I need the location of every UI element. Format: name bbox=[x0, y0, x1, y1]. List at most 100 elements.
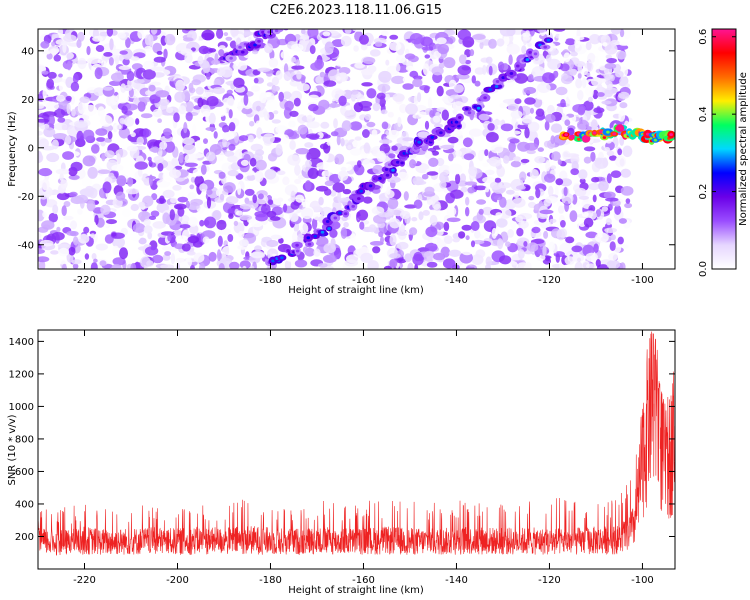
heatmap-cell bbox=[322, 31, 331, 37]
heatmap-cell bbox=[77, 57, 87, 70]
heatmap-cell bbox=[77, 102, 86, 114]
heatmap-cell bbox=[87, 166, 98, 179]
heatmap-cell bbox=[311, 217, 318, 230]
heatmap-cell bbox=[574, 187, 587, 197]
heatmap-cell bbox=[42, 88, 47, 99]
heatmap-cell bbox=[494, 177, 502, 183]
heatmap-feature-core bbox=[284, 18, 288, 21]
heatmap-cell bbox=[208, 48, 217, 53]
heatmap-cell bbox=[614, 204, 622, 215]
heatmap-cell bbox=[550, 165, 557, 170]
heatmap-cell bbox=[252, 100, 265, 112]
heatmap-cell bbox=[120, 83, 127, 93]
heatmap-cell bbox=[116, 175, 127, 187]
heatmap-cell bbox=[82, 129, 95, 141]
heatmap-cell bbox=[336, 76, 341, 82]
heatmap-cell bbox=[495, 212, 503, 218]
heatmap-cell bbox=[319, 71, 326, 78]
heatmap-cell bbox=[545, 256, 551, 262]
heatmap-cell bbox=[266, 239, 279, 248]
heatmap-feature-core bbox=[543, 45, 547, 49]
heatmap-cell bbox=[388, 129, 400, 138]
heatmap-cell bbox=[243, 93, 249, 106]
heatmap-cell bbox=[53, 133, 68, 140]
heatmap-cell bbox=[275, 144, 283, 156]
heatmap-cell bbox=[262, 133, 275, 144]
heatmap-cell bbox=[521, 115, 533, 124]
heatmap-cell bbox=[381, 30, 389, 36]
heatmap-cell bbox=[83, 226, 90, 234]
heatmap-cell bbox=[625, 198, 631, 204]
heatmap-feature-core bbox=[509, 72, 514, 75]
heatmap-cell bbox=[66, 103, 71, 115]
heatmap-cell bbox=[38, 256, 50, 263]
y-tick-label: 1200 bbox=[9, 369, 34, 380]
heatmap-cell bbox=[117, 32, 127, 39]
heatmap-cell bbox=[354, 136, 362, 141]
heatmap-feature-core bbox=[343, 212, 348, 216]
heatmap-cell bbox=[180, 127, 190, 140]
heatmap-cell bbox=[71, 108, 76, 117]
heatmap-feature-core bbox=[528, 50, 532, 54]
heatmap-cell bbox=[59, 173, 64, 181]
heatmap-cell bbox=[315, 75, 325, 85]
heatmap-cell bbox=[206, 196, 212, 209]
heatmap-cell bbox=[432, 200, 441, 210]
heatmap-cell bbox=[485, 264, 491, 269]
heatmap-feature-core bbox=[483, 96, 487, 100]
heatmap-cell bbox=[345, 105, 352, 111]
heatmap-cell bbox=[361, 82, 373, 87]
heatmap-cell bbox=[242, 265, 247, 269]
heatmap-cell bbox=[470, 240, 476, 248]
heatmap-cell bbox=[596, 92, 605, 97]
x-tick-label: -220 bbox=[73, 575, 96, 586]
heatmap-cell bbox=[563, 151, 569, 158]
heatmap-cell bbox=[363, 142, 371, 154]
heatmap-feature-core bbox=[307, 242, 312, 246]
heatmap-cell bbox=[417, 131, 430, 139]
heatmap-cell bbox=[46, 53, 53, 60]
heatmap-cell bbox=[606, 259, 621, 269]
heatmap-cell bbox=[512, 197, 526, 208]
heatmap-feature-core bbox=[494, 85, 499, 88]
heatmap-cell bbox=[550, 123, 563, 133]
heatmap-cell bbox=[55, 168, 70, 175]
heatmap-cell bbox=[93, 258, 98, 263]
heatmap-cell bbox=[524, 97, 536, 105]
heatmap-cell bbox=[72, 236, 79, 246]
heatmap-cell bbox=[465, 196, 470, 206]
heatmap-cell bbox=[349, 121, 363, 131]
heatmap-cell bbox=[591, 176, 600, 183]
heatmap-cell bbox=[446, 206, 457, 217]
heatmap-cell bbox=[343, 221, 349, 228]
heatmap-cell bbox=[178, 262, 189, 269]
heatmap-cell bbox=[616, 50, 627, 60]
heatmap-cell bbox=[250, 251, 265, 259]
heatmap-cell bbox=[199, 183, 208, 192]
heatmap-feature-core bbox=[465, 107, 469, 111]
heatmap-cell bbox=[514, 98, 522, 105]
heatmap-cell bbox=[381, 121, 389, 130]
heatmap-cell bbox=[464, 59, 471, 65]
heatmap-cell bbox=[468, 128, 483, 137]
heatmap-cell bbox=[617, 236, 624, 245]
heatmap-cell bbox=[61, 263, 67, 269]
heatmap-cell bbox=[369, 241, 384, 246]
heatmap-cell bbox=[387, 198, 399, 210]
heatmap-feature-cell bbox=[280, 18, 291, 26]
heatmap-cell bbox=[142, 128, 150, 138]
heatmap-cell bbox=[192, 124, 197, 136]
heatmap-cell bbox=[361, 68, 375, 76]
heatmap-cell bbox=[574, 37, 581, 49]
heatmap-cell bbox=[116, 153, 122, 165]
heatmap-cell bbox=[447, 136, 459, 144]
heatmap-feature-core bbox=[391, 168, 395, 172]
heatmap-cell bbox=[115, 93, 129, 104]
heatmap-cell bbox=[362, 196, 373, 204]
heatmap-cell bbox=[404, 53, 416, 60]
heatmap-cell bbox=[55, 259, 69, 265]
heatmap-cell bbox=[152, 42, 162, 54]
heatmap-cell bbox=[484, 149, 489, 157]
heatmap-cell bbox=[151, 66, 165, 72]
heatmap-cell bbox=[90, 233, 95, 239]
